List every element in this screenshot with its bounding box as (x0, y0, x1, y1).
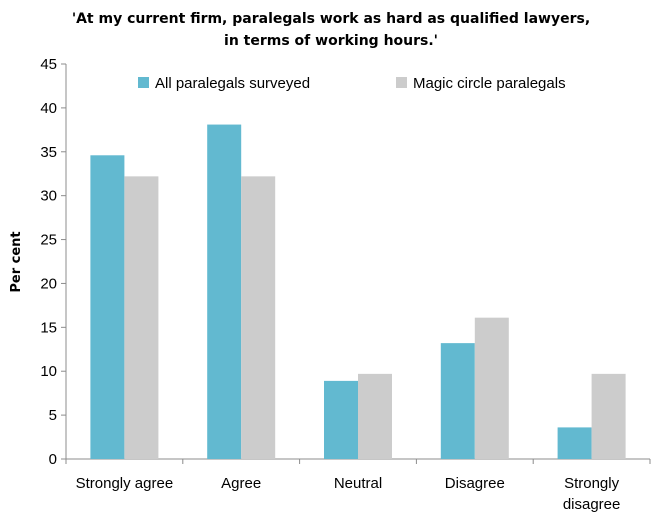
legend: All paralegals surveyed Magic circle para… (138, 75, 566, 92)
legend-label: All paralegals surveyed (155, 75, 310, 92)
bar-magic-circle (474, 317, 509, 459)
bar-all-paralegals (557, 427, 592, 459)
bar-all-paralegals (207, 124, 242, 460)
bar-all-paralegals (324, 380, 358, 459)
y-tick-labels: 0 5 10 15 20 25 30 35 40 45 (40, 56, 57, 468)
legend-swatch (138, 77, 149, 88)
bar-magic-circle (241, 176, 276, 459)
bar-magic-circle (124, 176, 159, 459)
legend-label: Magic circle paralegals (413, 75, 566, 92)
y-tick-label: 0 (49, 451, 57, 468)
y-tick-label: 5 (49, 407, 57, 424)
bar-all-paralegals (440, 343, 475, 459)
x-tick-label: Strongly disagree (563, 475, 621, 513)
y-tick-label: 40 (40, 100, 57, 117)
y-tick-label: 25 (40, 232, 57, 249)
y-tick-label: 35 (40, 144, 57, 161)
bar-magic-circle (591, 373, 626, 459)
legend-swatch (396, 77, 407, 88)
y-axis-label: Per cent (9, 231, 24, 292)
x-tick-labels: Strongly agree Agree Neutral Disagree Strong… (76, 475, 621, 513)
x-tick-label: Disagree (445, 475, 505, 492)
bars (90, 124, 626, 460)
x-tick-label: Agree (221, 475, 261, 492)
y-tick-label: 10 (40, 363, 57, 380)
bar-all-paralegals (90, 155, 125, 460)
bar-magic-circle (358, 373, 392, 459)
chart-title: 'At my current firm, paralegals work as … (0, 8, 662, 52)
chart-title-line-2: in terms of working hours.' (224, 33, 438, 49)
y-tick-label: 20 (40, 275, 57, 292)
y-tick-label: 30 (40, 188, 57, 205)
x-tick-label: Strongly agree (76, 475, 174, 492)
y-tick-label: 45 (40, 56, 57, 73)
y-tick-label: 15 (40, 319, 57, 336)
chart-title-line-1: 'At my current firm, paralegals work as … (71, 11, 591, 27)
x-tick-label: Neutral (334, 475, 382, 492)
